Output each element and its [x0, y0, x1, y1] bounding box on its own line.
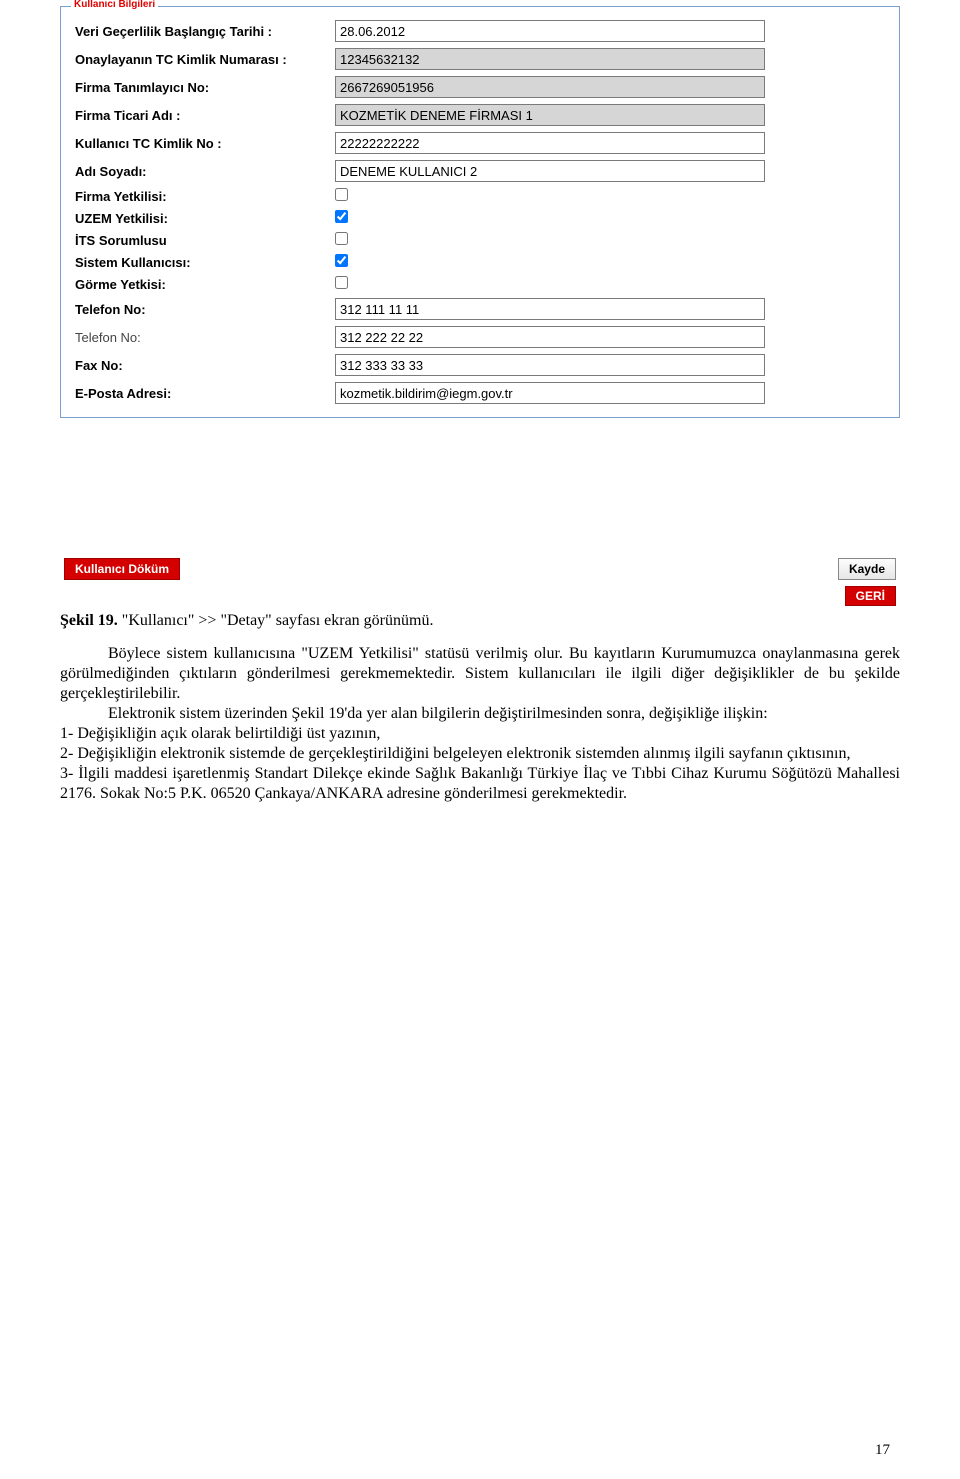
field-value-cell	[331, 17, 889, 45]
form-row: E-Posta Adresi:	[71, 379, 889, 407]
field-value-cell	[331, 185, 889, 207]
form-row: Onaylayanın TC Kimlik Numarası :	[71, 45, 889, 73]
list-item-1: 1- Değişikliğin açık olarak belirtildiği…	[60, 724, 900, 744]
user-info-panel: Kullanıcı Bilgileri Veri Geçerlilik Başl…	[60, 6, 900, 418]
field-label: Görme Yetkisi:	[71, 273, 331, 295]
field-label: Kullanıcı TC Kimlik No :	[71, 129, 331, 157]
panel-legend: Kullanıcı Bilgileri	[71, 0, 158, 10]
field-value-cell	[331, 379, 889, 407]
field-value-cell	[331, 129, 889, 157]
checkbox-input[interactable]	[335, 188, 348, 201]
field-label: E-Posta Adresi:	[71, 379, 331, 407]
list-item-2: 2- Değişikliğin elektronik sistemde de g…	[60, 744, 900, 764]
caption-text: "Kullanıcı" >> "Detay" sayfası ekran gör…	[118, 612, 434, 629]
form-row: Fax No:	[71, 351, 889, 379]
form-row: Veri Geçerlilik Başlangıç Tarihi :	[71, 17, 889, 45]
text-input[interactable]	[335, 382, 765, 404]
form-row: Kullanıcı TC Kimlik No :	[71, 129, 889, 157]
field-label: Fax No:	[71, 351, 331, 379]
figure-caption: Şekil 19. "Kullanıcı" >> "Detay" sayfası…	[60, 612, 900, 630]
form-row: Firma Tanımlayıcı No:	[71, 73, 889, 101]
field-value-cell	[331, 295, 889, 323]
text-input[interactable]	[335, 354, 765, 376]
paragraph-2: Elektronik sistem üzerinden Şekil 19'da …	[60, 704, 900, 724]
caption-prefix: Şekil 19.	[60, 612, 118, 629]
form-row: Telefon No:	[71, 295, 889, 323]
body-text: Böylece sistem kullanıcısına "UZEM Yetki…	[60, 644, 900, 804]
checkbox-input[interactable]	[335, 276, 348, 289]
form-row: Firma Yetkilisi:	[71, 185, 889, 207]
field-value-cell	[331, 45, 889, 73]
text-input	[335, 76, 765, 98]
field-label: İTS Sorumlusu	[71, 229, 331, 251]
field-value-cell	[331, 101, 889, 129]
back-row: GERİ	[60, 586, 900, 606]
form-row: UZEM Yetkilisi:	[71, 207, 889, 229]
form-row: Görme Yetkisi:	[71, 273, 889, 295]
form-table: Veri Geçerlilik Başlangıç Tarihi :Onayla…	[71, 17, 889, 407]
back-button[interactable]: GERİ	[845, 586, 896, 606]
field-value-cell	[331, 229, 889, 251]
field-label: UZEM Yetkilisi:	[71, 207, 331, 229]
field-value-cell	[331, 157, 889, 185]
field-value-cell	[331, 251, 889, 273]
form-row: Telefon No:	[71, 323, 889, 351]
list-item-3: 3- İlgili maddesi işaretlenmiş Standart …	[60, 764, 900, 804]
text-input[interactable]	[335, 20, 765, 42]
field-value-cell	[331, 323, 889, 351]
form-row: Adı Soyadı:	[71, 157, 889, 185]
form-row: Firma Ticari Adı :	[71, 101, 889, 129]
field-value-cell	[331, 351, 889, 379]
field-value-cell	[331, 273, 889, 295]
field-label: Firma Ticari Adı :	[71, 101, 331, 129]
field-label: Sistem Kullanıcısı:	[71, 251, 331, 273]
field-label: Veri Geçerlilik Başlangıç Tarihi :	[71, 17, 331, 45]
field-label: Firma Yetkilisi:	[71, 185, 331, 207]
field-value-cell	[331, 73, 889, 101]
checkbox-input[interactable]	[335, 232, 348, 245]
checkbox-input[interactable]	[335, 210, 348, 223]
field-label: Onaylayanın TC Kimlik Numarası :	[71, 45, 331, 73]
form-row: İTS Sorumlusu	[71, 229, 889, 251]
field-label: Telefon No:	[71, 323, 331, 351]
page-number: 17	[875, 1442, 890, 1459]
paragraph-1: Böylece sistem kullanıcısına "UZEM Yetki…	[60, 644, 900, 704]
checkbox-input[interactable]	[335, 254, 348, 267]
form-row: Sistem Kullanıcısı:	[71, 251, 889, 273]
user-dump-button[interactable]: Kullanıcı Döküm	[64, 558, 180, 580]
text-input[interactable]	[335, 326, 765, 348]
field-value-cell	[331, 207, 889, 229]
text-input[interactable]	[335, 298, 765, 320]
field-label: Telefon No:	[71, 295, 331, 323]
save-button[interactable]: Kayde	[838, 558, 896, 580]
text-input[interactable]	[335, 160, 765, 182]
button-row: Kullanıcı Döküm Kayde	[60, 558, 900, 580]
field-label: Adı Soyadı:	[71, 157, 331, 185]
text-input	[335, 104, 765, 126]
text-input[interactable]	[335, 132, 765, 154]
field-label: Firma Tanımlayıcı No:	[71, 73, 331, 101]
text-input	[335, 48, 765, 70]
